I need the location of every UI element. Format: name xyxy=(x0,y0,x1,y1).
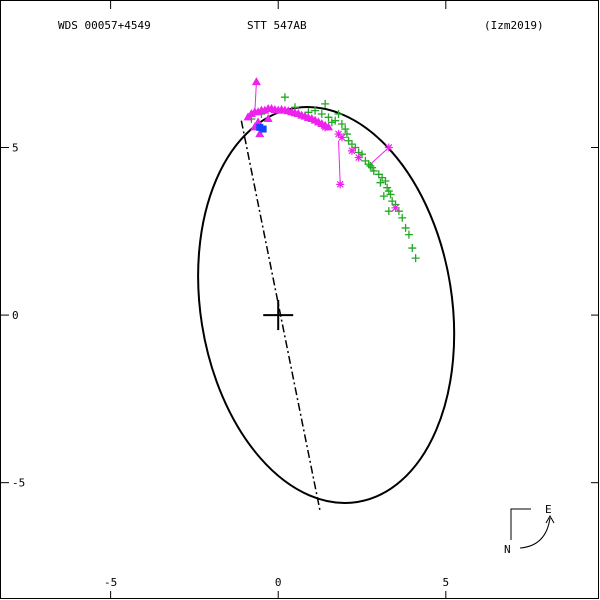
micrometer-point xyxy=(311,106,320,115)
header-reference: (Izm2019) xyxy=(484,19,544,32)
micrometer-point xyxy=(327,118,336,127)
compass-north-label: N xyxy=(504,543,511,556)
y-tick-label: 5 xyxy=(12,141,19,154)
header-wds-id: WDS 00057+4549 xyxy=(58,19,151,32)
compass-arrow xyxy=(519,517,551,549)
micrometer-point xyxy=(411,254,420,263)
micrometer-point xyxy=(321,99,330,108)
micrometer-point xyxy=(351,143,360,152)
speckle-point xyxy=(334,130,343,139)
speckle-point xyxy=(321,123,330,132)
data-marks xyxy=(243,77,420,263)
micrometer-point xyxy=(347,140,356,149)
residual-line xyxy=(338,140,341,185)
compass-corner xyxy=(510,508,531,540)
x-tick-label: 0 xyxy=(275,576,282,589)
header-pair-name: STT 547AB xyxy=(247,19,307,32)
micrometer-point xyxy=(368,163,377,172)
micrometer-point xyxy=(324,113,333,122)
compass: E N xyxy=(504,503,555,556)
micrometer-point xyxy=(366,161,375,170)
micrometer-point xyxy=(388,197,397,206)
x-tick-label: -5 xyxy=(104,576,117,589)
y-tick-label: 0 xyxy=(12,309,19,322)
micrometer-point xyxy=(398,213,407,222)
micrometer-point xyxy=(408,244,417,253)
compass-east-label: E xyxy=(545,503,552,516)
interferometric-point xyxy=(253,117,263,126)
micrometer-point xyxy=(337,120,346,129)
micrometer-point xyxy=(341,125,350,134)
micrometer-point xyxy=(384,207,393,216)
speckle-point xyxy=(347,146,356,155)
compass-arrowhead xyxy=(545,514,555,524)
micrometer-point xyxy=(334,109,343,118)
micrometer-point xyxy=(376,178,385,187)
x-tick-label: 5 xyxy=(442,576,449,589)
micrometer-point xyxy=(342,130,351,139)
micrometer-point xyxy=(344,136,353,145)
micrometer-point xyxy=(317,109,326,118)
micrometer-point xyxy=(378,173,387,182)
micrometer-point xyxy=(381,177,390,186)
micrometer-point xyxy=(361,156,370,165)
micrometer-point xyxy=(384,187,393,196)
interferometric-point xyxy=(255,129,265,138)
micrometer-point xyxy=(280,93,289,102)
micrometer-point xyxy=(383,183,392,192)
micrometer-point xyxy=(369,166,378,175)
latest-point xyxy=(259,125,267,133)
micrometer-point xyxy=(364,160,373,169)
micrometer-point xyxy=(379,192,388,201)
micrometer-point xyxy=(394,207,403,216)
micrometer-point xyxy=(386,190,395,199)
speckle-point xyxy=(354,153,363,162)
speckle-point xyxy=(336,180,345,189)
micrometer-point xyxy=(401,223,410,232)
speckle-point xyxy=(384,143,393,152)
speckle-point xyxy=(391,203,400,212)
micrometer-point xyxy=(358,150,367,159)
interferometric-point xyxy=(263,113,273,122)
micrometer-point xyxy=(331,116,340,125)
micrometer-point xyxy=(374,170,383,179)
speckle-point xyxy=(337,133,346,142)
interferometric-point xyxy=(251,77,261,86)
y-tick-label: -5 xyxy=(12,477,25,490)
micrometer-point xyxy=(404,230,413,239)
